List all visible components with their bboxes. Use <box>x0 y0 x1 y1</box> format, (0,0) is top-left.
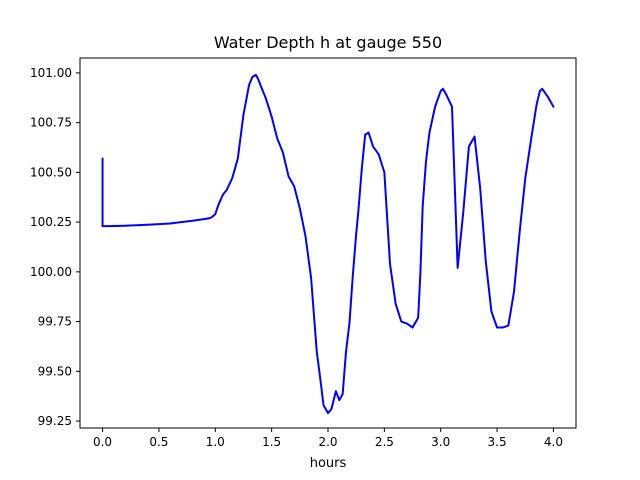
x-tick-label: 3.0 <box>431 435 450 449</box>
x-tick-label: 2.5 <box>375 435 394 449</box>
y-tick-label: 99.25 <box>38 414 72 428</box>
x-tick-label: 0.0 <box>93 435 112 449</box>
y-tick-label: 100.00 <box>30 265 72 279</box>
x-axis-ticks: 0.0 0.5 1.0 1.5 2.0 2.5 3.0 3.5 4.0 <box>93 428 563 449</box>
x-tick-label: 2.0 <box>318 435 337 449</box>
chart-title: Water Depth h at gauge 550 <box>214 33 442 52</box>
y-tick-label: 99.75 <box>38 315 72 329</box>
x-tick-label: 0.5 <box>149 435 168 449</box>
x-tick-label: 4.0 <box>544 435 563 449</box>
y-tick-label: 100.75 <box>30 116 72 130</box>
y-axis-ticks: 99.25 99.50 99.75 100.00 100.25 100.50 100.75 1… <box>30 66 80 428</box>
y-tick-label: 99.50 <box>38 364 72 378</box>
x-tick-label: 1.5 <box>262 435 281 449</box>
y-tick-label: 100.50 <box>30 165 72 179</box>
x-tick-label: 3.5 <box>488 435 507 449</box>
series-line <box>101 73 555 415</box>
y-tick-label: 101.00 <box>30 66 72 80</box>
x-axis-label: hours <box>310 456 347 471</box>
x-tick-label: 1.0 <box>206 435 225 449</box>
y-tick-label: 100.25 <box>30 215 72 229</box>
